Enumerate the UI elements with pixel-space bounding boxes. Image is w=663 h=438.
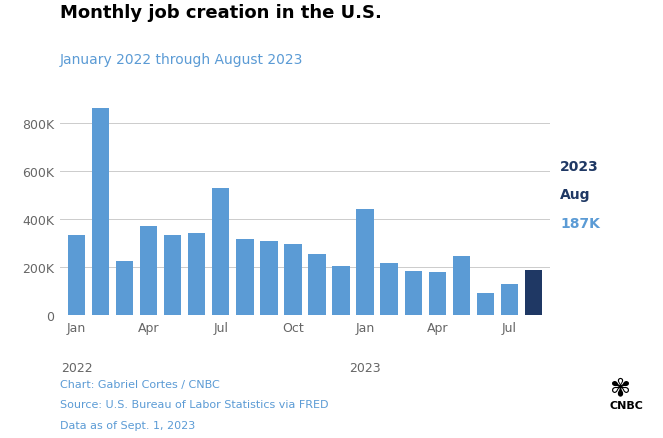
- Bar: [188, 234, 206, 315]
- Bar: [332, 266, 349, 315]
- Text: 187K: 187K: [560, 216, 600, 230]
- Text: Aug: Aug: [560, 188, 591, 202]
- Bar: [116, 261, 133, 315]
- Bar: [164, 235, 182, 315]
- Bar: [212, 188, 229, 315]
- Bar: [308, 254, 326, 315]
- Bar: [140, 226, 157, 315]
- Text: CNBC: CNBC: [609, 400, 644, 410]
- Bar: [501, 284, 518, 315]
- Bar: [428, 272, 446, 315]
- Bar: [261, 241, 278, 315]
- Bar: [453, 257, 470, 315]
- Bar: [284, 245, 302, 315]
- Bar: [357, 210, 374, 315]
- Text: January 2022 through August 2023: January 2022 through August 2023: [60, 53, 303, 67]
- Bar: [525, 271, 542, 315]
- Text: 2023: 2023: [349, 361, 381, 374]
- Bar: [381, 264, 398, 315]
- Bar: [68, 235, 85, 315]
- Text: 2022: 2022: [61, 361, 92, 374]
- Bar: [477, 294, 494, 315]
- Text: 2023: 2023: [560, 159, 599, 173]
- Text: ✾: ✾: [610, 376, 631, 399]
- Bar: [404, 271, 422, 315]
- Text: Data as of Sept. 1, 2023: Data as of Sept. 1, 2023: [60, 420, 195, 430]
- Bar: [236, 240, 253, 315]
- Bar: [92, 109, 109, 315]
- Text: Source: U.S. Bureau of Labor Statistics via FRED: Source: U.S. Bureau of Labor Statistics …: [60, 399, 328, 410]
- Text: Monthly job creation in the U.S.: Monthly job creation in the U.S.: [60, 4, 381, 22]
- Text: Chart: Gabriel Cortes / CNBC: Chart: Gabriel Cortes / CNBC: [60, 379, 219, 389]
